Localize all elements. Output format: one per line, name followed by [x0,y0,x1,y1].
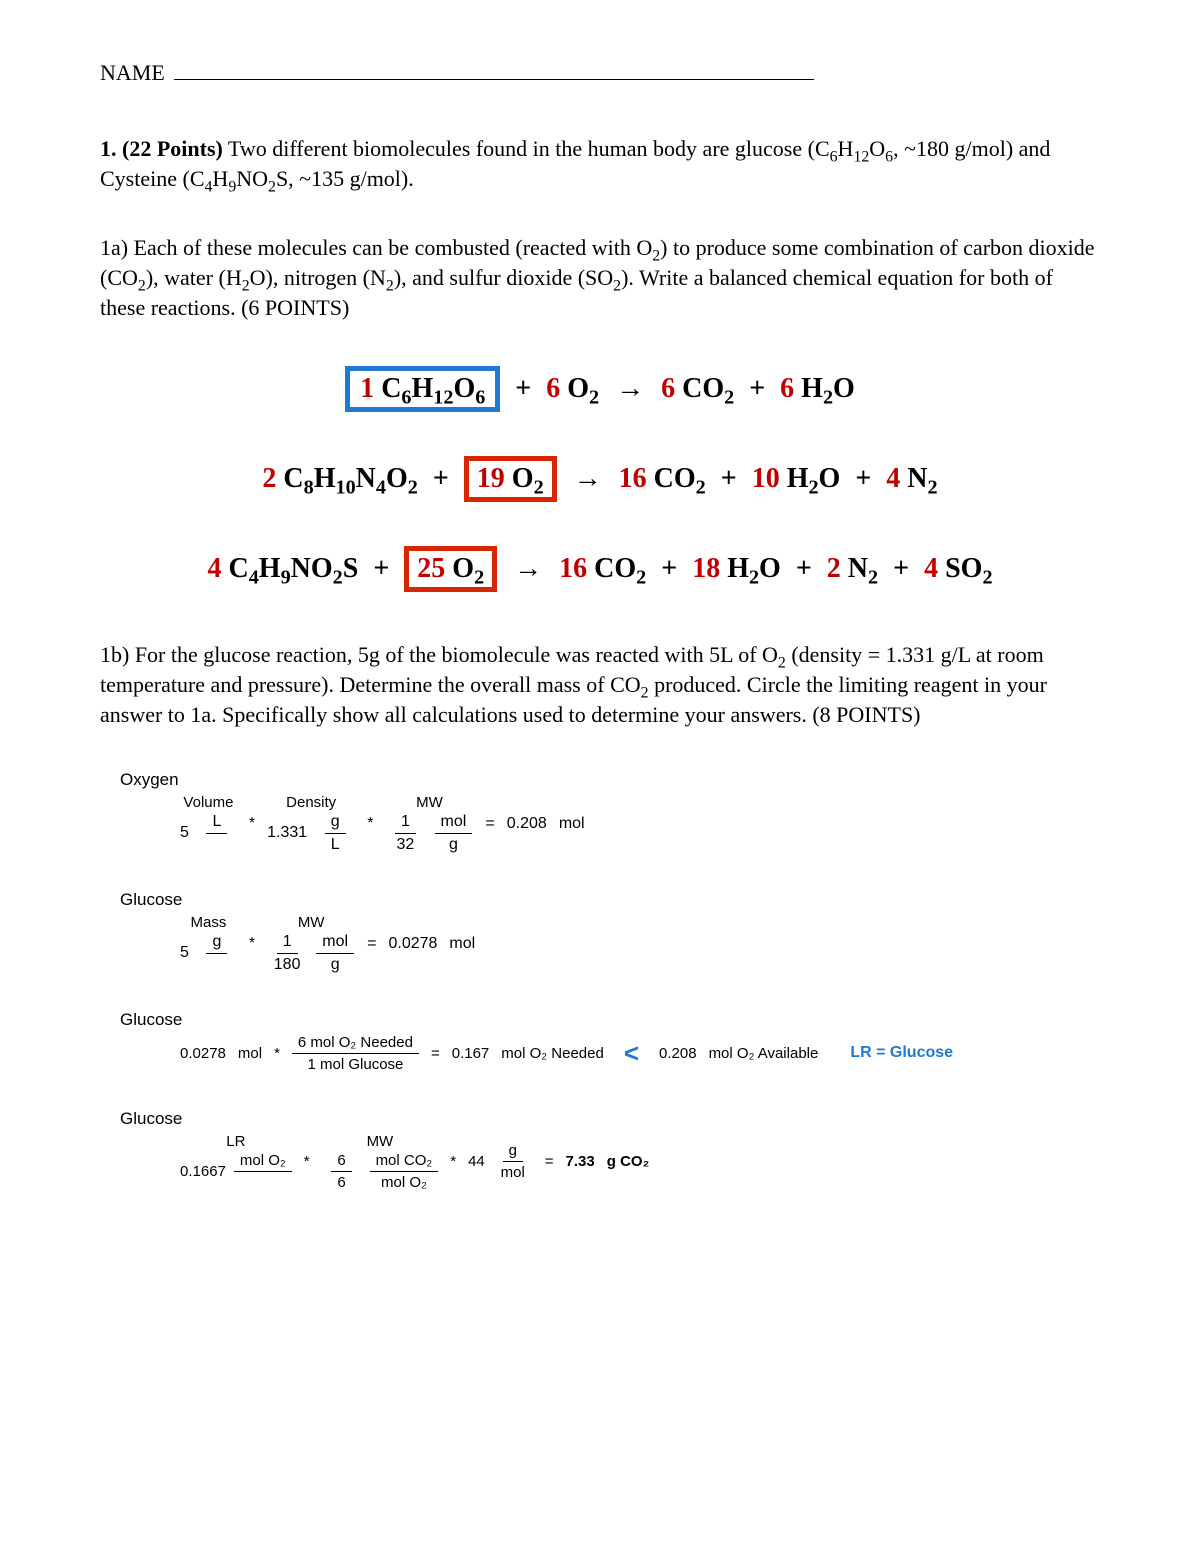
lr-result: LR = Glucose [850,1044,953,1062]
boxed-o2-eq2: 19 O2 [464,456,557,502]
calc-final-title: Glucose [120,1109,1100,1129]
oxygen-volume: Volume 5 L [180,794,237,854]
question-1a-text: 1a) Each of these molecules can be combu… [100,233,1100,322]
question-1-intro: 1. (22 Points) Two different biomolecule… [100,134,1100,193]
glucose-mw: MW 1180 molg [267,914,355,974]
glucose-result-unit: mol [449,935,475,953]
calc-lr-title: Glucose [120,1010,1100,1030]
oxygen-density: Density 1.331 gL [267,794,355,854]
calc-glucose-mass: Glucose Mass 5 g * MW 1180 molg [100,890,1100,974]
boxed-glucose: 1 C6H12O6 [345,366,500,412]
name-field-row: NAME [100,60,1100,86]
final-ratio-col: MW 66 mol CO₂mol O₂ [322,1133,439,1191]
equation-1: 1 C6H12O6 + 6 O2 → 6 CO2 + 6 H2O [100,366,1100,412]
equation-2: 2 C8H10N4O2 + 19 O2 → 16 CO2 + 10 H2O + … [100,456,1100,502]
calc-oxygen-row: Volume 5 L * Density 1.331 gL * MW [180,794,1100,854]
equation-3: 4 C4H9NO2S + 25 O2 → 16 CO2 + 18 H2O + 2… [100,546,1100,592]
name-label: NAME [100,60,165,86]
q1-points: 1. (22 Points) [100,136,223,161]
final-result-val: 7.33 [566,1153,595,1170]
oxygen-mw: MW 132 molg [385,794,473,854]
calc-oxygen-title: Oxygen [120,770,1100,790]
question-1b-text: 1b) For the glucose reaction, 5g of the … [100,640,1100,729]
lr-ratio-frac: 6 mol O₂ Needed 1 mol Glucose [292,1034,419,1073]
calc-limiting-reagent: Glucose 0.0278 mol * 6 mol O₂ Needed 1 m… [100,1010,1100,1073]
oxygen-result-val: 0.208 [507,815,547,833]
calc-final-row: LR 0.1667 mol O₂ * MW 66 mol CO₂mol O₂ * [180,1133,1100,1191]
calc-glucose-row: Mass 5 g * MW 1180 molg = 0.0278 mol [180,914,1100,974]
calc-lr-row: 0.0278 mol * 6 mol O₂ Needed 1 mol Gluco… [180,1034,1100,1073]
final-mw-co2: 44 gmol [468,1142,533,1181]
less-than-icon: < [616,1038,647,1069]
oxygen-result-unit: mol [559,815,585,833]
calc-oxygen: Oxygen Volume 5 L * Density 1.331 gL [100,770,1100,854]
glucose-mass: Mass 5 g [180,914,237,974]
final-lr-col: LR 0.1667 mol O₂ [180,1133,292,1191]
worksheet-page: NAME 1. (22 Points) Two different biomol… [0,0,1200,1287]
calculation-area: Oxygen Volume 5 L * Density 1.331 gL [100,770,1100,1191]
calc-final-co2: Glucose LR 0.1667 mol O₂ * MW 66 mol CO₂… [100,1109,1100,1191]
final-result-unit: g CO₂ [607,1153,650,1170]
name-underline [174,79,814,80]
boxed-o2-eq3: 25 O2 [404,546,497,592]
calc-glucose-title: Glucose [120,890,1100,910]
glucose-result-val: 0.0278 [388,935,437,953]
